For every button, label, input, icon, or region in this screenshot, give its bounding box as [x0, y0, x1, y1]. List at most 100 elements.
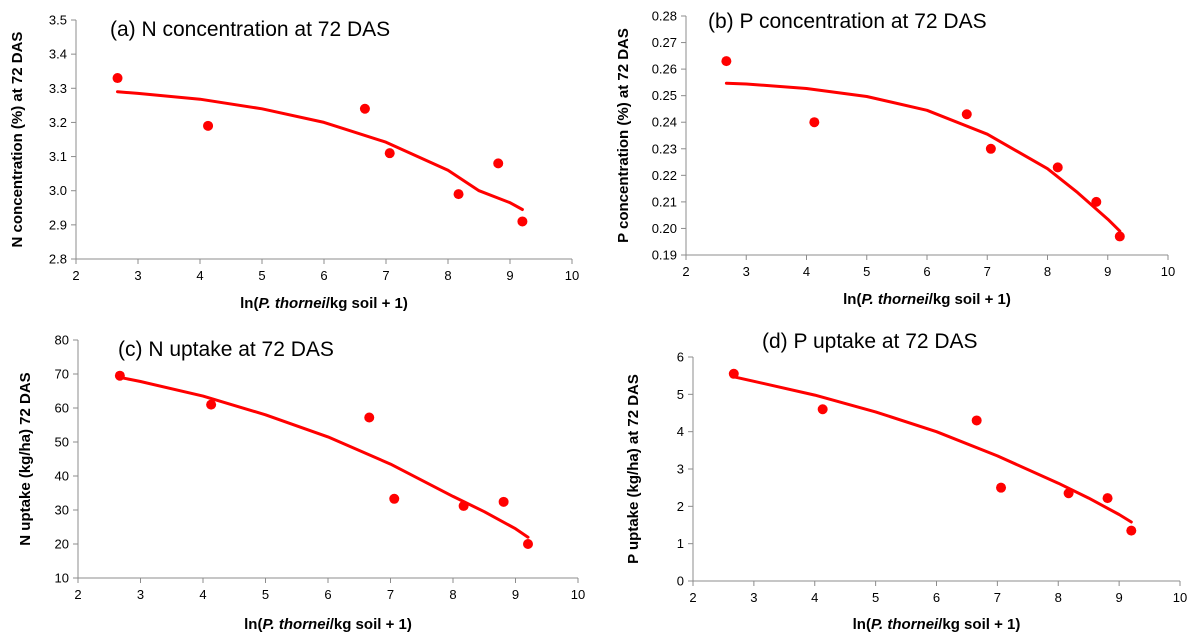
x-tick-label: 3: [134, 268, 141, 283]
y-tick-label: 0.26: [652, 62, 677, 77]
x-axis-label: ln(P. thornei/kg soil + 1): [244, 616, 412, 633]
y-tick-label: 2.9: [49, 217, 67, 232]
data-point: [721, 56, 732, 67]
x-axis-label: ln(P. thornei/kg soil + 1): [853, 616, 1021, 633]
trend-line: [116, 90, 524, 211]
y-tick-label: 0.20: [652, 221, 677, 236]
data-point: [809, 117, 820, 128]
y-tick-label: 3.2: [49, 115, 67, 130]
y-tick-label: 3.1: [49, 149, 67, 164]
x-axis-label: ln(P. thornei/kg soil + 1): [240, 295, 408, 312]
data-point: [498, 496, 509, 507]
y-tick-label: 50: [55, 435, 69, 450]
x-tick-label: 3: [137, 587, 144, 602]
x-tick-label: 7: [984, 264, 991, 279]
x-tick-label: 2: [72, 268, 79, 283]
x-tick-label: 8: [444, 268, 451, 283]
y-tick-label: 30: [55, 503, 69, 518]
y-tick-label: 1: [677, 536, 684, 551]
data-point: [1063, 488, 1074, 499]
x-tick-label: 7: [994, 590, 1001, 605]
x-tick-label: 8: [1055, 590, 1062, 605]
data-point: [493, 158, 504, 169]
x-tick-label: 9: [506, 268, 513, 283]
y-tick-label: 0.19: [652, 248, 677, 263]
y-axis-label: N uptake (kg/ha) 72 DAS: [17, 372, 34, 545]
trend-line: [118, 375, 530, 539]
chart-title: (d) P uptake at 72 DAS: [762, 330, 978, 353]
x-tick-label: 9: [512, 587, 519, 602]
y-tick-label: 10: [55, 571, 69, 586]
x-tick-label: 4: [811, 590, 818, 605]
x-tick-label: 6: [933, 590, 940, 605]
trend-line: [724, 81, 1122, 233]
chart-panel-3: 2 3 4 5 6 7 8 9 10 10 20 30 40 50 60 70 80 (c) N uptake a…: [17, 333, 585, 634]
trend-line: [732, 375, 1133, 524]
x-tick-label: 4: [199, 587, 206, 602]
x-tick-label: 6: [324, 587, 331, 602]
data-point: [1114, 231, 1125, 242]
y-tick-label: 0.27: [652, 35, 677, 50]
x-tick-label: 5: [863, 264, 870, 279]
x-tick-label: 2: [74, 587, 81, 602]
data-point: [1091, 196, 1102, 207]
chart-panel-2: 2 3 4 5 6 7 8 9 10 0.19 0.20 0.21 0.22 0.23 0.24 0.25 0.…: [615, 9, 1175, 309]
data-point: [114, 370, 125, 381]
data-point: [1102, 493, 1113, 504]
x-tick-label: 3: [743, 264, 750, 279]
y-tick-label: 5: [677, 387, 684, 402]
chart-panel-4: 2 3 4 5 6 7 8 9 10 0 1 2 3 4 5 6 (d) P uptake at 72 DAS l…: [625, 330, 1187, 633]
y-tick-label: 0.28: [652, 9, 677, 24]
data-point: [971, 415, 982, 426]
data-point: [985, 143, 996, 154]
y-tick-label: 0: [677, 574, 684, 589]
data-point: [453, 189, 464, 200]
y-tick-label: 0.22: [652, 168, 677, 183]
y-tick-label: 60: [55, 401, 69, 416]
y-tick-label: 0.24: [652, 115, 677, 130]
y-tick-label: 20: [55, 537, 69, 552]
x-tick-label: 10: [1161, 264, 1175, 279]
x-tick-label: 8: [1044, 264, 1051, 279]
x-tick-label: 6: [923, 264, 930, 279]
x-tick-label: 8: [449, 587, 456, 602]
x-tick-label: 10: [1173, 590, 1187, 605]
x-tick-label: 5: [258, 268, 265, 283]
data-point: [961, 109, 972, 120]
data-point: [389, 493, 400, 504]
x-tick-label: 4: [196, 268, 203, 283]
y-axis-label: N concentration (%) at 72 DAS: [9, 32, 26, 248]
x-tick-label: 10: [565, 268, 579, 283]
x-tick-label: 2: [689, 590, 696, 605]
x-tick-label: 9: [1104, 264, 1111, 279]
x-tick-label: 2: [682, 264, 689, 279]
y-tick-label: 3.0: [49, 183, 67, 198]
y-tick-label: 0.21: [652, 194, 677, 209]
data-point: [1052, 162, 1063, 173]
data-point: [458, 500, 469, 511]
y-tick-label: 0.25: [652, 88, 677, 103]
data-point: [728, 368, 739, 379]
data-point: [359, 103, 370, 114]
x-tick-label: 5: [262, 587, 269, 602]
data-point: [384, 148, 395, 159]
data-point: [1126, 525, 1137, 536]
x-tick-label: 7: [387, 587, 394, 602]
y-tick-label: 0.23: [652, 141, 677, 156]
data-point: [364, 412, 375, 423]
y-tick-label: 3: [677, 462, 684, 477]
y-tick-label: 3.5: [49, 13, 67, 28]
y-tick-label: 70: [55, 367, 69, 382]
data-point: [523, 539, 533, 549]
data-point: [996, 482, 1007, 493]
chart-title: (c) N uptake at 72 DAS: [118, 338, 334, 361]
data-point: [817, 404, 828, 415]
y-tick-label: 6: [677, 350, 684, 365]
data-point: [206, 399, 217, 410]
y-tick-label: 3.4: [49, 47, 67, 62]
y-tick-label: 40: [55, 469, 69, 484]
chart-title: (b) P concentration at 72 DAS: [708, 10, 987, 33]
x-tick-label: 9: [1116, 590, 1123, 605]
y-tick-label: 3.3: [49, 81, 67, 96]
